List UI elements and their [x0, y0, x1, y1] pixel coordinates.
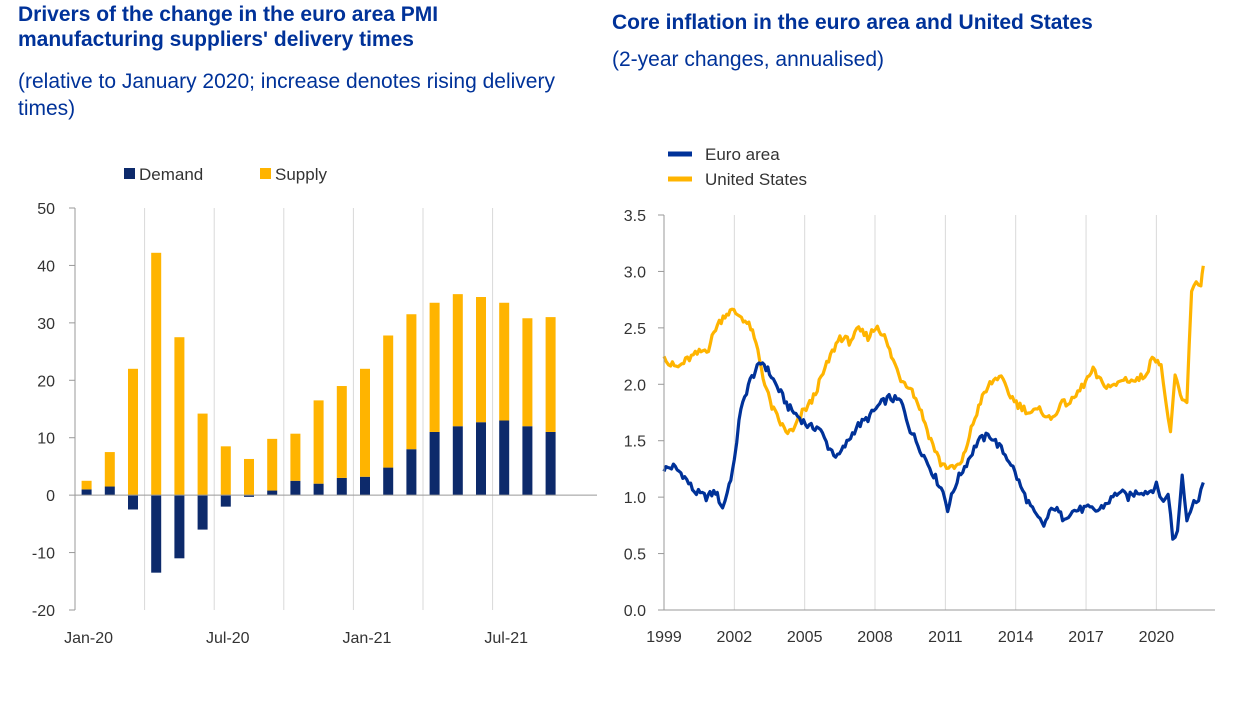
- right-gridlines: [733, 215, 1157, 610]
- bar-supply: [360, 368, 370, 477]
- legend-label-euro-area: Euro area: [705, 145, 780, 164]
- bar-supply: [313, 400, 324, 484]
- bar-supply: [151, 252, 162, 496]
- bar-supply: [383, 335, 394, 468]
- right-y-tick-label: 1.0: [624, 490, 646, 507]
- right-x-tick-label: 2020: [1139, 629, 1175, 646]
- right-y-tick-label: 2.5: [624, 321, 646, 338]
- bar-demand: [81, 489, 92, 496]
- bar-supply: [128, 368, 138, 496]
- right-y-tick-label: 0.5: [624, 547, 646, 564]
- left-chart-title: Drivers of the change in the euro area P…: [18, 3, 439, 51]
- right-y-tick-label: 3.5: [624, 208, 646, 225]
- left-chart-subtitle: (relative to January 2020; increase deno…: [18, 70, 555, 120]
- bar-supply: [290, 433, 301, 481]
- left-legend: Demand Supply: [124, 165, 327, 184]
- left-y-tick-label: 30: [37, 316, 55, 333]
- legend-label-united-states: United States: [705, 170, 807, 189]
- right-legend: Euro area United States: [668, 145, 807, 189]
- bar-demand: [267, 490, 278, 496]
- core-inflation-line-chart: 1999 2002 2005 2008 2011 2014 2017 2020 0.0 0.5 1.…: [624, 145, 1215, 646]
- bar-demand: [336, 477, 347, 496]
- right-y-tick-label: 2.0: [624, 377, 646, 394]
- left-x-tick-label: Jul-21: [484, 630, 528, 647]
- bar-demand: [383, 467, 394, 496]
- right-x-tick-label: 2014: [998, 629, 1034, 646]
- bar-demand: [290, 480, 301, 496]
- left-x-tick-label: Jul-20: [206, 630, 250, 647]
- bar-demand: [244, 495, 254, 497]
- right-axes: 1999 2002 2005 2008 2011 2014 2017 2020 0.0 0.5 1.…: [624, 208, 1215, 646]
- left-y-tick-label: -20: [32, 603, 55, 620]
- bar-demand: [128, 495, 138, 510]
- bar-demand: [406, 449, 417, 496]
- bar-supply: [522, 318, 533, 427]
- bar-demand: [360, 476, 370, 496]
- bar-supply: [499, 302, 510, 421]
- series-line-euro-area: [662, 361, 1205, 541]
- bar-demand: [174, 495, 185, 559]
- left-y-tick-label: 50: [37, 201, 55, 218]
- legend-swatch-supply: [260, 168, 271, 179]
- left-y-tick-label: 10: [37, 431, 55, 448]
- bar-demand: [220, 495, 231, 507]
- left-bars: [81, 252, 556, 573]
- bar-supply: [220, 446, 231, 496]
- bar-supply: [452, 294, 463, 427]
- right-chart-subtitle: (2-year changes, annualised): [612, 48, 884, 71]
- right-x-tick-label: 2011: [928, 629, 963, 646]
- bar-supply: [429, 302, 440, 432]
- series-line-united-states: [662, 265, 1205, 470]
- bar-demand: [104, 486, 115, 496]
- right-x-tick-label: 2002: [717, 629, 753, 646]
- bar-supply: [545, 317, 556, 432]
- left-y-tick-label: 20: [37, 373, 55, 390]
- bar-supply: [476, 297, 486, 423]
- left-y-tick-label: 40: [37, 258, 55, 275]
- bar-supply: [406, 314, 417, 450]
- delivery-times-bar-chart: -20 -10 0 10 20 30 40 50 Jan-20 Jul-20 Jan-21 Jul-2…: [32, 165, 597, 647]
- bar-demand: [452, 426, 463, 496]
- bar-demand: [313, 483, 324, 496]
- legend-label-supply: Supply: [275, 165, 327, 184]
- right-x-tick-label: 1999: [646, 629, 682, 646]
- bar-supply: [267, 438, 278, 491]
- right-x-tick-label: 2008: [857, 629, 893, 646]
- bar-supply: [104, 452, 115, 487]
- bar-supply: [244, 458, 254, 496]
- bar-demand: [499, 420, 510, 496]
- left-y-tick-label: 0: [46, 488, 55, 505]
- left-axes: -20 -10 0 10 20 30 40 50 Jan-20 Jul-20 Jan-21 Jul-2…: [32, 201, 597, 647]
- left-gridlines: [144, 208, 494, 610]
- right-chart-title: Core inflation in the euro area and Unit…: [612, 11, 1093, 34]
- bar-supply: [197, 413, 208, 496]
- left-x-tick-label: Jan-21: [343, 630, 392, 647]
- left-x-tick-label: Jan-20: [64, 630, 113, 647]
- right-y-tick-label: 3.0: [624, 264, 646, 281]
- legend-swatch-demand: [124, 168, 135, 179]
- legend-label-demand: Demand: [139, 165, 203, 184]
- bar-demand: [545, 431, 556, 496]
- bar-supply: [81, 480, 92, 490]
- right-x-tick-label: 2005: [787, 629, 823, 646]
- bar-supply: [174, 337, 185, 496]
- right-y-tick-label: 1.5: [624, 434, 646, 451]
- right-lines: [662, 265, 1205, 541]
- right-y-tick-label: 0.0: [624, 603, 646, 620]
- left-y-tick-label: -10: [32, 546, 55, 563]
- bar-demand: [151, 495, 162, 573]
- bar-supply: [336, 386, 347, 478]
- right-x-tick-label: 2017: [1068, 629, 1104, 646]
- bar-demand: [522, 426, 533, 496]
- bar-demand: [429, 431, 440, 496]
- bar-demand: [197, 495, 208, 530]
- bar-demand: [476, 422, 486, 496]
